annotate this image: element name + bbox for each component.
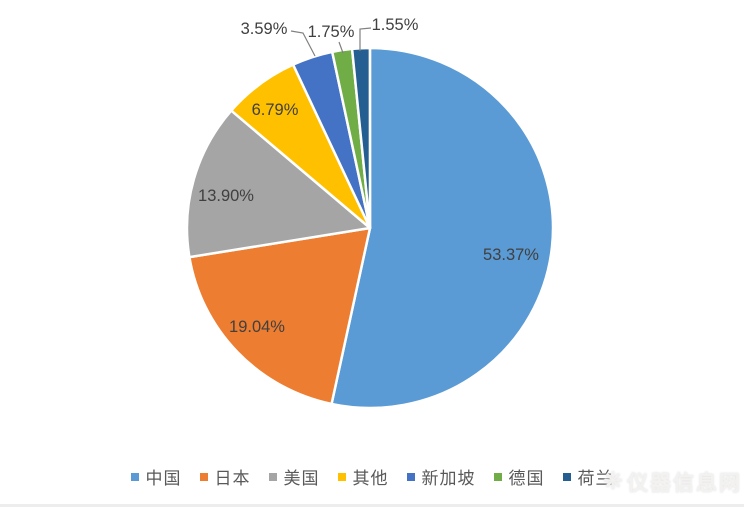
legend-item-美国: 美国 [268,464,320,489]
legend-label: 中国 [145,469,182,488]
legend-swatch-icon [337,472,346,481]
leader-line-新加坡 [290,30,316,57]
legend-label: 美国 [283,469,320,488]
legend-label: 日本 [214,469,251,488]
leader-line-德国 [338,41,344,54]
legend-item-德国: 德国 [493,464,545,489]
legend-item-荷兰: 荷兰 [562,464,614,489]
legend-label: 荷兰 [577,469,614,488]
legend-label: 新加坡 [421,469,476,488]
pie-slice-中国 [330,46,555,410]
legend-swatch-icon [406,472,415,481]
pie-slice-日本 [188,226,372,406]
data-label-新加坡: 3.59% [241,20,288,38]
leader-line-荷兰 [359,27,372,51]
legend-swatch-icon [130,472,139,481]
data-label-中国: 53.37% [483,246,539,264]
legend: 中国 日本 美国 其他 新加坡 德国 荷兰 [0,464,744,489]
legend-item-中国: 中国 [130,464,182,489]
legend-label: 其他 [352,469,389,488]
legend-item-新加坡: 新加坡 [406,464,476,489]
legend-item-其他: 其他 [337,464,389,489]
data-label-德国: 1.75% [308,23,355,41]
legend-swatch-icon [268,472,277,481]
legend-label: 德国 [508,469,545,488]
data-label-荷兰: 1.55% [372,16,419,34]
data-label-其他: 6.79% [252,101,299,119]
pie-slice-荷兰 [350,46,372,230]
bottom-divider [0,504,744,507]
legend-swatch-icon [562,472,571,481]
legend-swatch-icon [199,472,208,481]
legend-swatch-icon [493,472,502,481]
data-label-日本: 19.04% [229,318,285,336]
pie-slice-美国 [185,109,372,259]
data-label-美国: 13.90% [198,187,254,205]
legend-item-日本: 日本 [199,464,251,489]
